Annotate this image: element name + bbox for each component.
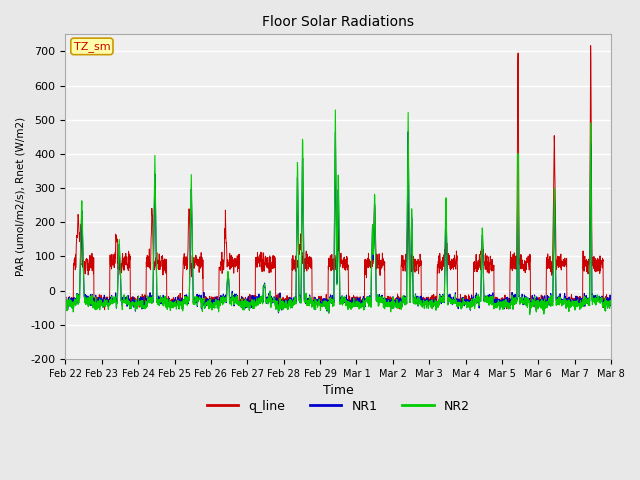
X-axis label: Time: Time — [323, 384, 354, 397]
NR2 — [366, 298, 374, 303]
q_line — [497, 299, 505, 305]
NR1 — [61, 302, 69, 308]
NR1 — [575, 299, 582, 304]
NR2 — [497, 300, 505, 306]
q_line — [355, 300, 362, 305]
q_line — [607, 300, 615, 305]
NR2 — [607, 299, 615, 305]
NR2 — [61, 304, 69, 310]
NR2 — [526, 312, 534, 318]
Title: Floor Solar Radiations: Floor Solar Radiations — [262, 15, 414, 29]
NR2 — [575, 302, 582, 308]
NR1 — [355, 299, 362, 305]
q_line — [61, 297, 69, 302]
Line: NR2: NR2 — [65, 110, 611, 315]
Line: q_line: q_line — [65, 46, 611, 310]
q_line — [366, 262, 374, 267]
NR1 — [607, 299, 615, 304]
Text: TZ_sm: TZ_sm — [74, 41, 110, 52]
NR2 — [355, 302, 362, 308]
NR1 — [366, 295, 374, 301]
NR1 — [559, 301, 567, 307]
q_line — [587, 43, 595, 48]
NR1 — [214, 301, 221, 307]
Y-axis label: PAR (umol/m2/s), Rnet (W/m2): PAR (umol/m2/s), Rnet (W/m2) — [15, 117, 25, 276]
q_line — [100, 307, 108, 312]
NR2 — [332, 107, 339, 113]
q_line — [575, 300, 582, 305]
q_line — [559, 264, 567, 269]
NR2 — [559, 299, 567, 305]
NR1 — [497, 298, 505, 304]
Legend: q_line, NR1, NR2: q_line, NR1, NR2 — [202, 395, 475, 418]
Line: NR1: NR1 — [65, 132, 611, 313]
NR1 — [404, 129, 412, 135]
NR2 — [214, 303, 221, 309]
NR1 — [325, 310, 333, 316]
q_line — [214, 301, 221, 307]
